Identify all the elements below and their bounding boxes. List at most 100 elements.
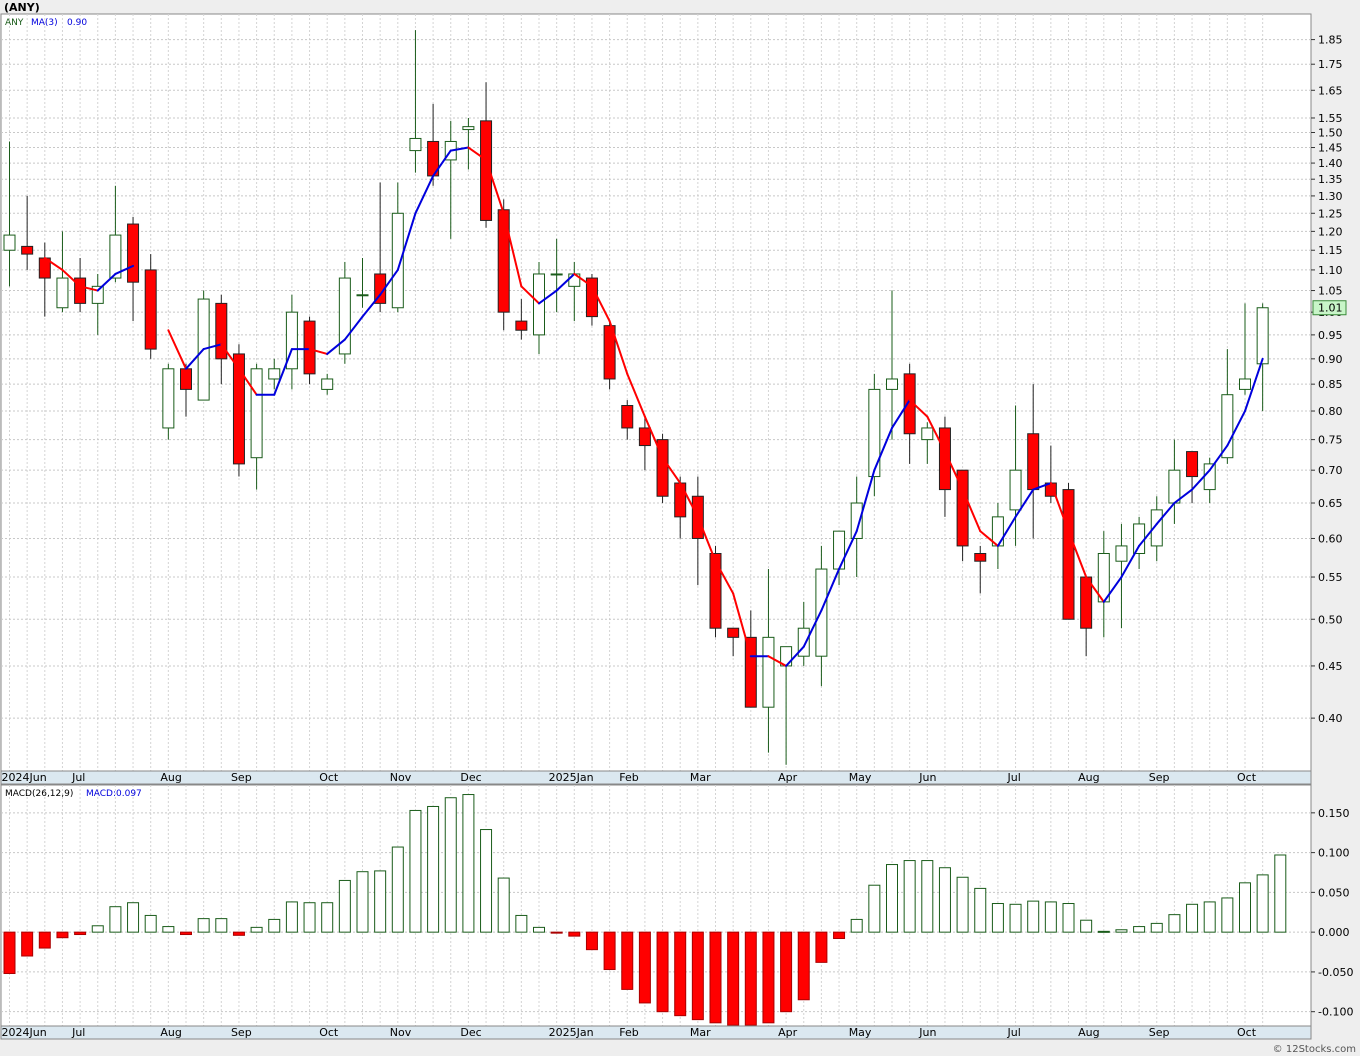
macd-bar [815,931,828,963]
macd-bar [1044,901,1057,933]
ma-segment [979,530,999,547]
ma-segment [43,257,64,271]
price-tick-label: 0.65 [1318,497,1343,510]
ma-segment [520,285,540,305]
macd-bar [303,902,316,933]
ma-segment [1155,502,1176,525]
price-tick-label: 0.90 [1318,353,1343,366]
macd-bar [868,884,881,933]
candle-body [1133,523,1146,554]
macd-bar [144,914,157,933]
macd-date-label: Mar [690,1026,711,1039]
macd-bar [285,901,298,933]
price-tick-label: 0.40 [1318,712,1343,725]
macd-bar [197,918,210,933]
macd-bar [956,876,969,933]
macd-bar [656,931,669,1013]
ma-segment [467,146,488,161]
candle-body [250,368,263,459]
ma-segment [1191,469,1211,491]
ma-segment [361,293,382,318]
ma-segment [1173,488,1194,505]
candle-body [1203,463,1216,491]
ma-segment [573,272,593,288]
candle-body [338,277,351,355]
candle-body [91,285,104,304]
price-tick-label: 1.55 [1318,112,1343,125]
macd-bar [356,871,369,933]
candle-body [1239,378,1251,390]
macd-bar [886,864,898,933]
price-tick-label: 1.30 [1318,190,1343,203]
ma-segment [326,338,346,355]
price-tick-label: 1.15 [1318,244,1343,257]
macd-legend-label: MACD(26,12,9) [5,789,73,799]
ma-segment [1226,410,1246,447]
candle-body [180,368,192,390]
price-date-label: 2024Jun [2,771,47,784]
macd-bar [638,931,651,1004]
price-tick-label: 0.45 [1318,660,1343,673]
candle-body [533,273,545,336]
candle-body [1009,469,1022,511]
macd-bar [621,931,634,990]
candle-body [762,636,775,708]
candle-body [709,552,722,629]
candle-body [285,311,298,370]
price-date-label: May [849,771,872,784]
macd-bar [674,931,687,1017]
ma-segment [732,592,752,658]
macd-bar [391,846,404,933]
candle-body [144,269,157,350]
candle-body [956,469,969,547]
ma-segment [1120,544,1141,579]
ma-segment [873,426,893,472]
candle-body [462,126,475,131]
candle-body [1186,451,1199,478]
candle-body [321,378,334,390]
candle-body [3,234,16,251]
macd-bar [1274,854,1287,933]
ma-segment [855,469,876,533]
macd-tick-label: 0.000 [1318,926,1350,939]
ma-segment [926,415,946,453]
macd-bar [850,918,863,933]
candle-body [886,378,898,390]
macd-date-label: Nov [390,1026,412,1039]
macd-bar [180,931,192,936]
macd-tick-label: -0.100 [1318,1006,1353,1019]
ma-segment [802,609,823,648]
price-tick-label: 1.05 [1318,285,1343,298]
ma-segment [202,343,223,351]
macd-bar [921,860,934,933]
macd-date-label: Aug [160,1026,181,1039]
candle-body [409,137,422,152]
ma-segment [96,272,117,292]
price-candles [3,30,1269,765]
macd-bar [903,860,916,933]
macd-legend-value: MACD:0.097 [86,789,142,799]
macd-bar [1115,929,1128,933]
price-date-label: Oct [1237,771,1257,784]
ma-segment [961,488,982,533]
price-tick-label: 1.20 [1318,225,1343,238]
macd-bar [727,931,740,1026]
candle-body [550,273,563,276]
ma-segment [273,348,293,396]
macd-bar [3,931,16,975]
macd-bar [938,867,951,933]
macd-bar [268,918,281,933]
ma-segment [396,212,417,271]
candle-body [1221,394,1234,459]
price-tick-label: 1.40 [1318,157,1343,170]
ma-segment [308,348,329,355]
candle-body [515,320,528,331]
macd-bar [1186,903,1199,933]
price-legend-ma-value: 0.90 [67,18,87,28]
price-date-label: Feb [619,771,638,784]
candle-body [656,439,669,497]
macd-bar [1097,930,1110,933]
ma-segment [343,315,364,341]
ma-segment [908,399,929,418]
